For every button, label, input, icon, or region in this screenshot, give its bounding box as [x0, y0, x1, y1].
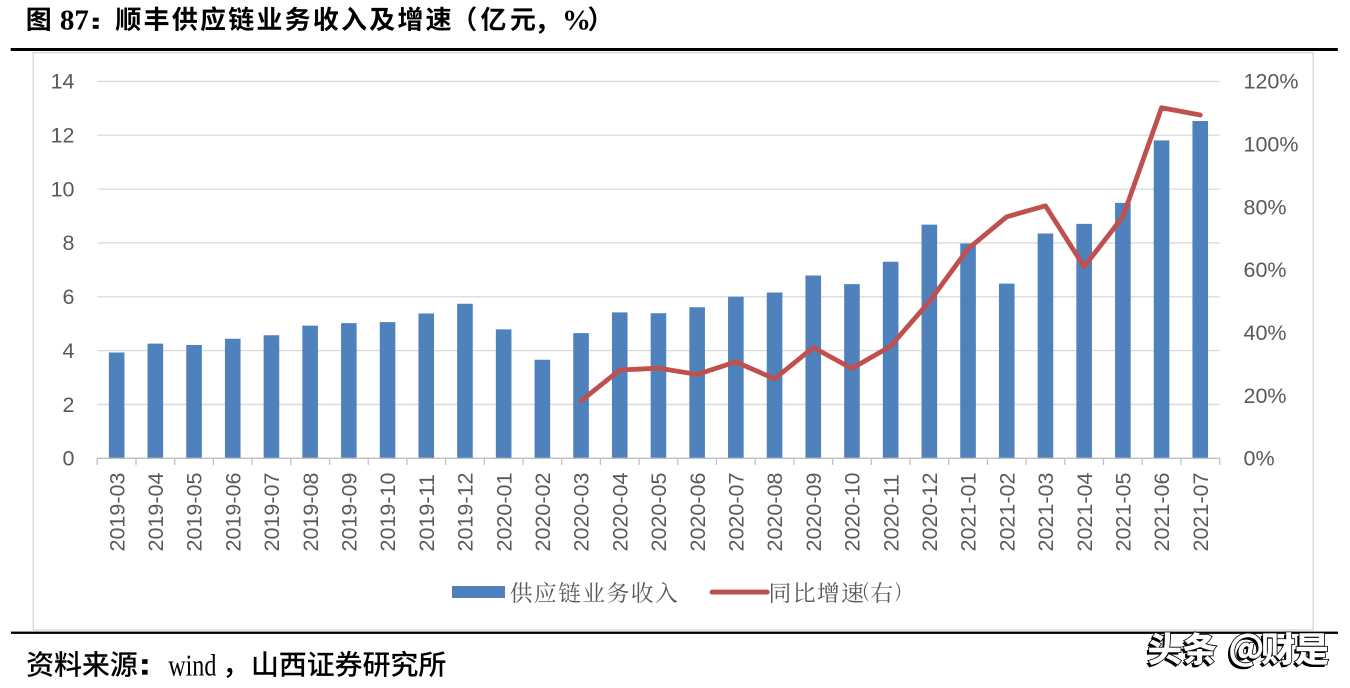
svg-text:2: 2 — [63, 393, 75, 417]
svg-text:0%: 0% — [1244, 447, 1275, 471]
svg-text:60%: 60% — [1244, 258, 1287, 282]
svg-text:2021-02: 2021-02 — [995, 473, 1019, 552]
svg-text:14: 14 — [51, 70, 75, 94]
svg-text:2021-01: 2021-01 — [957, 473, 981, 552]
svg-text:2020-04: 2020-04 — [608, 473, 632, 552]
svg-text:4: 4 — [63, 339, 75, 363]
svg-text:80%: 80% — [1244, 195, 1287, 219]
svg-text:20%: 20% — [1244, 384, 1287, 408]
svg-text:2019-11: 2019-11 — [415, 474, 439, 551]
svg-text:2019-07: 2019-07 — [260, 473, 284, 552]
svg-text:2020-11: 2020-11 — [879, 474, 903, 551]
svg-text:8: 8 — [63, 231, 75, 255]
svg-text:2020-12: 2020-12 — [918, 473, 942, 552]
svg-text:40%: 40% — [1244, 321, 1287, 345]
svg-text:2019-12: 2019-12 — [454, 473, 478, 552]
svg-text:2020-07: 2020-07 — [724, 473, 748, 552]
svg-text:2019-06: 2019-06 — [221, 473, 245, 552]
svg-text:2019-09: 2019-09 — [337, 473, 361, 552]
svg-text:2019-05: 2019-05 — [183, 473, 207, 552]
svg-text:120%: 120% — [1244, 70, 1299, 94]
svg-text:wind: wind — [168, 647, 217, 682]
svg-text:2020-01: 2020-01 — [492, 473, 516, 552]
svg-text:2019-08: 2019-08 — [299, 473, 323, 552]
svg-text:6: 6 — [63, 285, 75, 309]
svg-text:2020-10: 2020-10 — [841, 473, 865, 552]
svg-text:2020-03: 2020-03 — [570, 473, 594, 552]
svg-text:12: 12 — [51, 124, 75, 148]
svg-text:2020-09: 2020-09 — [802, 473, 826, 552]
svg-text:2019-04: 2019-04 — [144, 473, 168, 552]
svg-text:2019-10: 2019-10 — [376, 473, 400, 552]
svg-text:2020-05: 2020-05 — [647, 473, 671, 552]
svg-text:%: % — [562, 4, 591, 36]
svg-text:2020-06: 2020-06 — [686, 473, 710, 552]
svg-text:2021-05: 2021-05 — [1111, 473, 1135, 552]
svg-text:2019-03: 2019-03 — [105, 473, 129, 552]
svg-text:2020-08: 2020-08 — [763, 473, 787, 552]
svg-text:2021-07: 2021-07 — [1189, 473, 1213, 552]
svg-text:100%: 100% — [1244, 133, 1299, 157]
svg-text:87: 87 — [60, 4, 89, 36]
svg-text:2021-06: 2021-06 — [1150, 473, 1174, 552]
svg-text:2021-04: 2021-04 — [1073, 473, 1097, 552]
svg-text:10: 10 — [51, 177, 75, 201]
svg-text:2021-03: 2021-03 — [1034, 473, 1058, 552]
svg-text:0: 0 — [63, 447, 75, 471]
svg-text:2020-02: 2020-02 — [531, 473, 555, 552]
